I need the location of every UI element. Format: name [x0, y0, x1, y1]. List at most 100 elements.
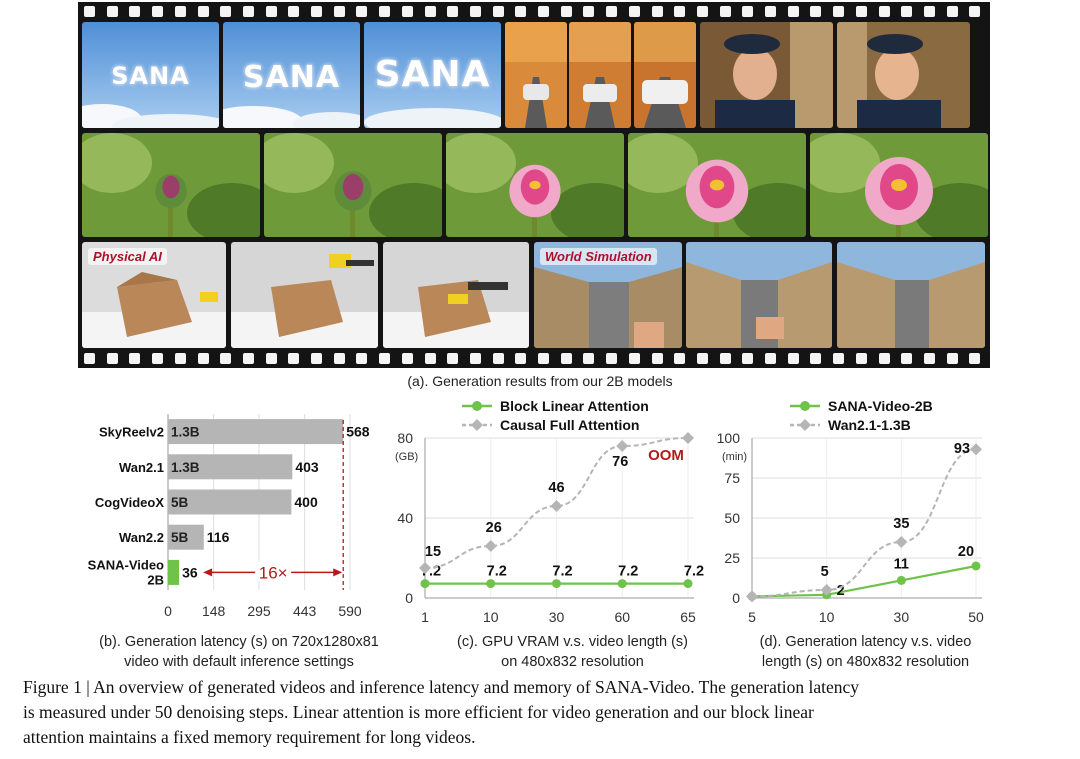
bar: [168, 524, 204, 550]
film-perforation: [447, 6, 459, 17]
bar-size-label: 1.3B: [171, 425, 200, 440]
film-perforation: [447, 353, 459, 364]
film-perforation: [538, 353, 549, 364]
frame-robot-2: [231, 242, 378, 348]
film-perforation: [469, 6, 481, 17]
film-perforation: [923, 6, 935, 17]
film-perforation: [265, 6, 277, 17]
figure-caption-line1: Figure 1 | An overview of generated vide…: [23, 677, 860, 697]
series-point: [895, 536, 908, 548]
frame-lotus-4: [628, 133, 806, 237]
sana-word: SANA: [374, 54, 491, 95]
y-tick-label: 80: [397, 430, 413, 446]
series-line-1: [751, 564, 977, 598]
data-label: 7.2: [618, 564, 638, 580]
y-tick-label: 75: [724, 470, 740, 486]
series-line-2: [751, 448, 977, 598]
legend-marker: [472, 401, 482, 411]
frame-old-man-1: [700, 22, 833, 128]
data-label: 20: [958, 544, 974, 560]
film-perforation: [242, 6, 254, 17]
y-tick-label: 40: [397, 510, 413, 526]
frame-robot-1: Physical AI: [82, 242, 226, 348]
series-point: [550, 500, 563, 512]
bar: [168, 489, 292, 515]
x-tick-label: 148: [202, 603, 226, 619]
film-perforation: [765, 353, 776, 364]
frame-sana-clouds-3: SANA: [364, 22, 501, 128]
legend-label: Wan2.1-1.3B: [828, 417, 911, 433]
film-perforation: [129, 353, 141, 364]
film-perforation: [696, 353, 708, 364]
film-perforation: [606, 353, 618, 364]
film-perforation: [901, 6, 913, 17]
series-line-2: [424, 437, 689, 569]
film-perforation: [765, 6, 776, 17]
series-point: [746, 590, 758, 603]
x-tick-label: 30: [894, 609, 910, 625]
frame-sana-clouds-2: SANA: [223, 22, 360, 128]
category-label: 2B: [147, 572, 164, 587]
film-perforation: [901, 353, 913, 364]
bar-value-label: 116: [207, 529, 230, 545]
frame-car-2: [569, 22, 631, 128]
x-tick-label: 1: [421, 609, 429, 625]
frame-car-3: [634, 22, 696, 128]
film-perforation: [401, 353, 413, 364]
bar-value-label: 568: [346, 424, 370, 440]
data-label: 5: [821, 564, 829, 580]
film-perforation: [878, 353, 890, 364]
legend-marker: [799, 419, 811, 431]
frame-old-man-2: [837, 22, 970, 128]
film-perforation: [674, 6, 686, 17]
frame-lotus-5: [810, 133, 988, 237]
film-perforation: [129, 6, 141, 17]
film-perforation: [923, 353, 935, 364]
film-perforation: [651, 6, 663, 17]
x-tick-label: 5: [748, 609, 756, 625]
series-point: [682, 432, 694, 444]
x-tick-label: 443: [293, 603, 317, 619]
film-perforation: [174, 6, 186, 17]
bar-value-label: 36: [182, 564, 198, 580]
chart-d-caption: (d). Generation latency v.s. video lengt…: [748, 632, 983, 672]
legend-label: Block Linear Attention: [500, 398, 649, 414]
film-perforation: [492, 6, 504, 17]
sana-word: SANA: [111, 62, 190, 90]
film-perforation: [628, 353, 640, 364]
y-unit-label: (GB): [395, 451, 418, 463]
speedup-arrow-head: [333, 568, 343, 577]
series-point: [971, 561, 981, 571]
film-perforation: [84, 353, 95, 364]
chart-c-caption: (c). GPU VRAM v.s. video length (s) on 4…: [430, 632, 715, 672]
category-label: SANA-Video: [88, 557, 164, 572]
speedup-arrow-head: [203, 568, 213, 577]
data-label: 7.2: [684, 564, 704, 580]
film-perforation: [560, 353, 572, 364]
film-perforation: [197, 6, 209, 17]
figure-caption: Figure 1 | An overview of generated vide…: [23, 675, 1063, 750]
film-perforation: [696, 6, 708, 17]
bar: [168, 419, 344, 445]
series-point: [820, 584, 833, 596]
x-tick-label: 590: [338, 603, 362, 619]
film-perforation: [515, 6, 527, 17]
bar-value-label: 400: [294, 494, 318, 510]
film-perforation: [152, 6, 164, 17]
film-perforation: [152, 353, 164, 364]
film-perforation: [946, 6, 958, 17]
bar-value-label: 403: [295, 459, 319, 475]
chart-d-latency-lines: 0 25 50 75 100 5 10 30 50 (min) 2 11 20 5 35 93 SANA-Vid…: [717, 398, 984, 625]
film-perforation: [220, 6, 232, 17]
film-perforation: [265, 353, 277, 364]
chart-c-caption-line2: on 480x832 resolution: [501, 654, 644, 670]
film-perforation: [787, 353, 799, 364]
category-label: Wan2.2: [119, 530, 164, 545]
film-perforation: [855, 353, 867, 364]
x-tick-label: 65: [680, 609, 696, 625]
series-point: [484, 540, 497, 552]
film-perforation: [492, 353, 504, 364]
frame-minecraft-2: [686, 242, 832, 348]
speedup-label-bg: [255, 561, 292, 582]
